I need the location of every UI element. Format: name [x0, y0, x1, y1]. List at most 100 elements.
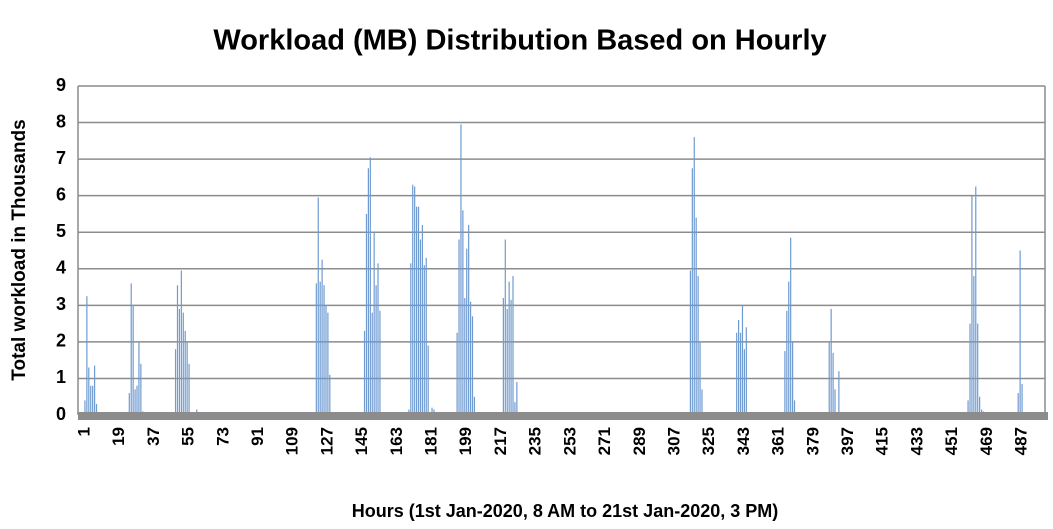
x-tick-label: 271	[595, 427, 614, 455]
bar	[188, 363, 190, 415]
bar	[84, 400, 86, 415]
y-tick-label: 7	[56, 148, 66, 168]
bar	[502, 298, 504, 415]
x-tick-label: 73	[213, 427, 232, 446]
x-tick-label: 55	[179, 427, 198, 446]
bar	[508, 281, 510, 415]
x-tick-label: 307	[664, 427, 683, 455]
bar	[419, 239, 422, 415]
x-tick-label: 19	[109, 427, 128, 446]
bar	[979, 396, 981, 415]
bar	[695, 217, 697, 415]
bar	[969, 323, 971, 415]
x-tick-label: 469	[977, 427, 996, 455]
x-tick-label: 199	[456, 427, 475, 455]
bar	[325, 305, 327, 415]
bar	[182, 312, 184, 415]
x-tick-label: 343	[734, 427, 753, 455]
x-axis-label: Hours (1st Jan-2020, 8 AM to 21st Jan-20…	[352, 501, 779, 521]
bar	[415, 206, 418, 415]
bar	[178, 308, 181, 415]
bar	[788, 281, 790, 415]
bar	[786, 310, 788, 415]
bar	[701, 389, 703, 415]
bar	[317, 197, 319, 415]
x-tick-label: 451	[942, 427, 961, 455]
bar	[414, 186, 416, 415]
y-tick-label: 5	[56, 221, 66, 241]
bar	[371, 312, 373, 415]
bar	[745, 327, 747, 415]
x-tick-label: 145	[352, 427, 371, 455]
bar	[180, 270, 182, 415]
x-tick-label: 289	[630, 427, 649, 455]
x-tick-label: 415	[873, 427, 892, 455]
x-tick-label: 325	[699, 427, 718, 455]
x-tick-label: 379	[803, 427, 822, 455]
x-tick-label: 181	[422, 427, 441, 455]
bar	[464, 298, 466, 415]
bar	[791, 341, 794, 415]
bar	[431, 407, 433, 415]
x-tick-label: 253	[560, 427, 579, 455]
bar	[462, 210, 464, 415]
bar	[373, 232, 375, 415]
bar	[138, 341, 140, 415]
bar	[743, 349, 745, 415]
x-tick-label: 127	[317, 427, 336, 455]
bar	[423, 265, 425, 415]
bar	[184, 330, 186, 415]
x-tick-label: 37	[144, 427, 163, 446]
bar	[793, 400, 796, 415]
y-tick-label: 2	[56, 331, 66, 351]
bar	[512, 276, 514, 415]
x-tick-label: 217	[491, 427, 510, 455]
bar	[830, 308, 832, 415]
x-tick-label: 361	[769, 427, 788, 455]
bar	[691, 168, 693, 415]
bar	[838, 371, 840, 415]
bar	[375, 285, 377, 415]
bar	[834, 389, 836, 415]
bar	[741, 305, 744, 415]
bar	[186, 341, 188, 415]
bar	[92, 385, 94, 415]
bar	[136, 385, 138, 415]
bar	[367, 168, 369, 415]
bar	[363, 330, 366, 415]
bar	[329, 374, 331, 415]
bar	[466, 248, 468, 415]
y-tick-label: 3	[56, 294, 66, 314]
bar	[128, 393, 130, 415]
y-tick-label: 8	[56, 111, 66, 131]
bar	[315, 283, 317, 415]
bar	[510, 299, 512, 415]
bar	[458, 239, 460, 415]
bar	[693, 137, 695, 415]
bar	[134, 389, 136, 415]
bar	[88, 367, 90, 415]
x-tick-label: 397	[838, 427, 857, 455]
bar	[739, 332, 742, 415]
bar	[93, 365, 96, 415]
bar	[427, 345, 429, 415]
bar	[379, 310, 381, 415]
bar	[140, 363, 142, 415]
bar	[369, 157, 371, 416]
bar	[473, 396, 476, 415]
y-tick-label: 6	[56, 184, 66, 204]
bar	[176, 285, 179, 415]
bar	[377, 263, 379, 415]
x-axis	[78, 412, 1048, 420]
bar	[504, 239, 506, 415]
x-tick-label: 163	[387, 427, 406, 455]
bar	[971, 195, 973, 415]
x-tick-label: 487	[1012, 427, 1031, 455]
bar	[506, 308, 508, 415]
x-tick-label: 235	[526, 427, 545, 455]
bar	[736, 332, 738, 415]
bar	[321, 259, 323, 415]
y-tick-label: 4	[56, 258, 66, 278]
bar	[460, 124, 462, 415]
